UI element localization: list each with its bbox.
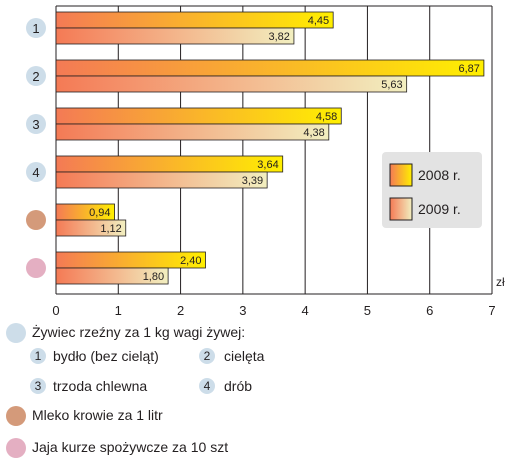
sub-item-2-text: cielęta: [224, 348, 265, 364]
grid-lines: [55, 5, 493, 295]
note-eggs: Jaja kurze spożywcze za 10 szt: [0, 437, 517, 459]
bar-2008-2: [55, 59, 485, 77]
category-badge-1-icon: [26, 18, 46, 38]
category-label-2: 2: [32, 69, 39, 84]
category-badge-3-icon: [26, 114, 46, 134]
bar-2008-4: [55, 155, 284, 173]
value-label-2008-2: 6,87: [458, 63, 479, 75]
sub-item-1-text: bydło (bez cieląt): [53, 348, 159, 364]
milk-dot-icon: [6, 406, 26, 426]
legend-label-2008: 2008 r.: [418, 167, 461, 183]
category-label-4: 4: [32, 165, 39, 180]
x-tick-label-6: 6: [426, 303, 433, 318]
value-label-2009-6: 1,80: [143, 271, 164, 283]
x-tick-label-4: 4: [302, 303, 309, 318]
category-badge-6-icon: [26, 258, 46, 278]
note-milk-text: Mleko krowie za 1 litr: [32, 407, 163, 423]
value-label-2008-6: 2,40: [180, 255, 201, 267]
x-tick-label-0: 0: [52, 303, 59, 318]
livestock-dot-icon: [6, 323, 26, 343]
bar-2009-5: [55, 219, 127, 237]
badge-3-icon: 3: [30, 378, 46, 394]
x-tick-labels: 0 1 2 3 4 5 6 7: [52, 303, 495, 318]
x-tick-label-5: 5: [364, 303, 371, 318]
category-label-1: 1: [32, 21, 39, 36]
x-tick-label-1: 1: [115, 303, 122, 318]
value-label-2008-5: 0,94: [89, 207, 110, 219]
value-label-2009-4: 3,39: [242, 175, 263, 187]
category-badge-5-icon: [26, 210, 46, 230]
sub-item-4-text: drób: [224, 378, 253, 394]
bars: 4,45 3,82 6,87 5,63 4,58 4,38 3,64 3,39 0,94 1,12…: [55, 11, 485, 285]
note-milk: Mleko krowie za 1 litr: [0, 405, 517, 427]
x-tick-label-3: 3: [239, 303, 246, 318]
sub-item-3-text: trzoda chlewna: [53, 378, 148, 394]
value-label-2008-3: 4,58: [316, 111, 337, 123]
legend-label-2009: 2009 r.: [418, 201, 461, 217]
category-badge-2-icon: [26, 66, 46, 86]
value-label-2008-4: 3,64: [257, 159, 278, 171]
bar-2009-1: [55, 27, 295, 45]
eggs-dot-icon: [6, 438, 26, 458]
value-label-2009-5: 1,12: [100, 223, 121, 235]
sub-items-row-1: 1 bydło (bez cieląt) 2 cielęta: [0, 346, 517, 368]
bar-2009-3: [55, 123, 330, 141]
category-label-3: 3: [32, 117, 39, 132]
unit-label: zł: [496, 275, 505, 289]
note-livestock: Żywiec rzeźny za 1 kg wagi żywej:: [0, 322, 517, 344]
badge-1-icon: 1: [30, 348, 46, 364]
bar-2008-3: [55, 107, 342, 125]
x-tick-label-2: 2: [177, 303, 184, 318]
sub-items-row-2: 3 trzoda chlewna 4 drób: [0, 376, 517, 398]
value-label-2009-1: 3,82: [269, 31, 290, 43]
note-livestock-text: Żywiec rzeźny za 1 kg wagi żywej:: [32, 324, 246, 340]
legend-swatch-2009: [389, 197, 413, 221]
value-label-2009-2: 5,63: [381, 79, 402, 91]
bar-2009-4: [55, 171, 268, 189]
value-label-2009-3: 4,38: [303, 127, 324, 139]
note-eggs-text: Jaja kurze spożywcze za 10 szt: [32, 439, 229, 455]
bar-2009-6: [55, 267, 169, 285]
badge-2-icon: 2: [199, 348, 215, 364]
bar-2008-1: [55, 11, 334, 29]
category-badges: 1 2 3 4: [26, 18, 46, 278]
bar-chart: 4,45 3,82 6,87 5,63 4,58 4,38 3,64 3,39 0,94 1,12…: [26, 5, 505, 318]
badge-4-icon: 4: [199, 378, 215, 394]
bar-2009-2: [55, 75, 408, 93]
legend-swatch-2008: [389, 163, 413, 187]
value-label-2008-1: 4,45: [308, 15, 329, 27]
plot-background: [56, 6, 492, 294]
legend: 2008 r. 2009 r.: [382, 152, 482, 228]
category-badge-4-icon: [26, 162, 46, 182]
x-tick-label-7: 7: [488, 303, 495, 318]
